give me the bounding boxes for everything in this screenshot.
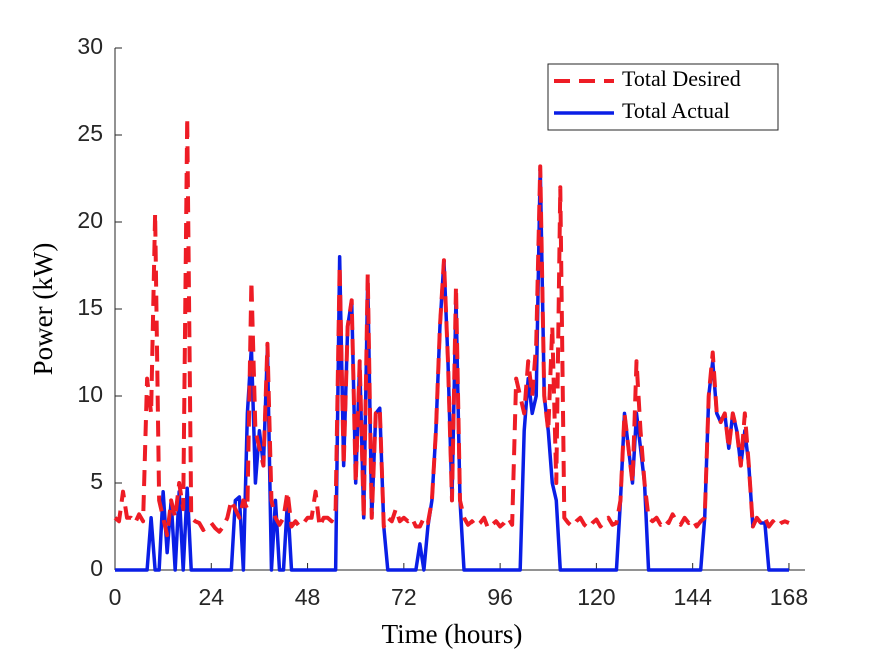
series-line [113,115,790,538]
x-axis-label: Time (hours) [382,619,523,649]
y-tick-label: 10 [77,381,103,407]
x-tick-label: 72 [391,584,417,610]
y-tick-label: 0 [90,555,103,581]
y-axis-label: Power (kW) [28,243,58,376]
x-tick-label: 120 [577,584,615,610]
legend-box [547,63,779,131]
legend-label: Total Desired [622,66,741,91]
x-tick-label: 144 [673,584,712,610]
x-tick-label: 96 [487,584,513,610]
y-tick-label: 15 [77,294,103,320]
x-tick-label: 48 [295,584,321,610]
y-tick-label: 20 [77,207,103,233]
y-tick-label: 30 [77,33,103,59]
y-tick-label: 5 [90,468,103,494]
series-line [115,164,789,572]
x-tick-label: 0 [109,584,122,610]
x-tick-label: 168 [770,584,808,610]
x-tick-label: 24 [198,584,224,610]
legend-label: Total Actual [622,98,730,123]
y-tick-label: 25 [77,120,103,146]
